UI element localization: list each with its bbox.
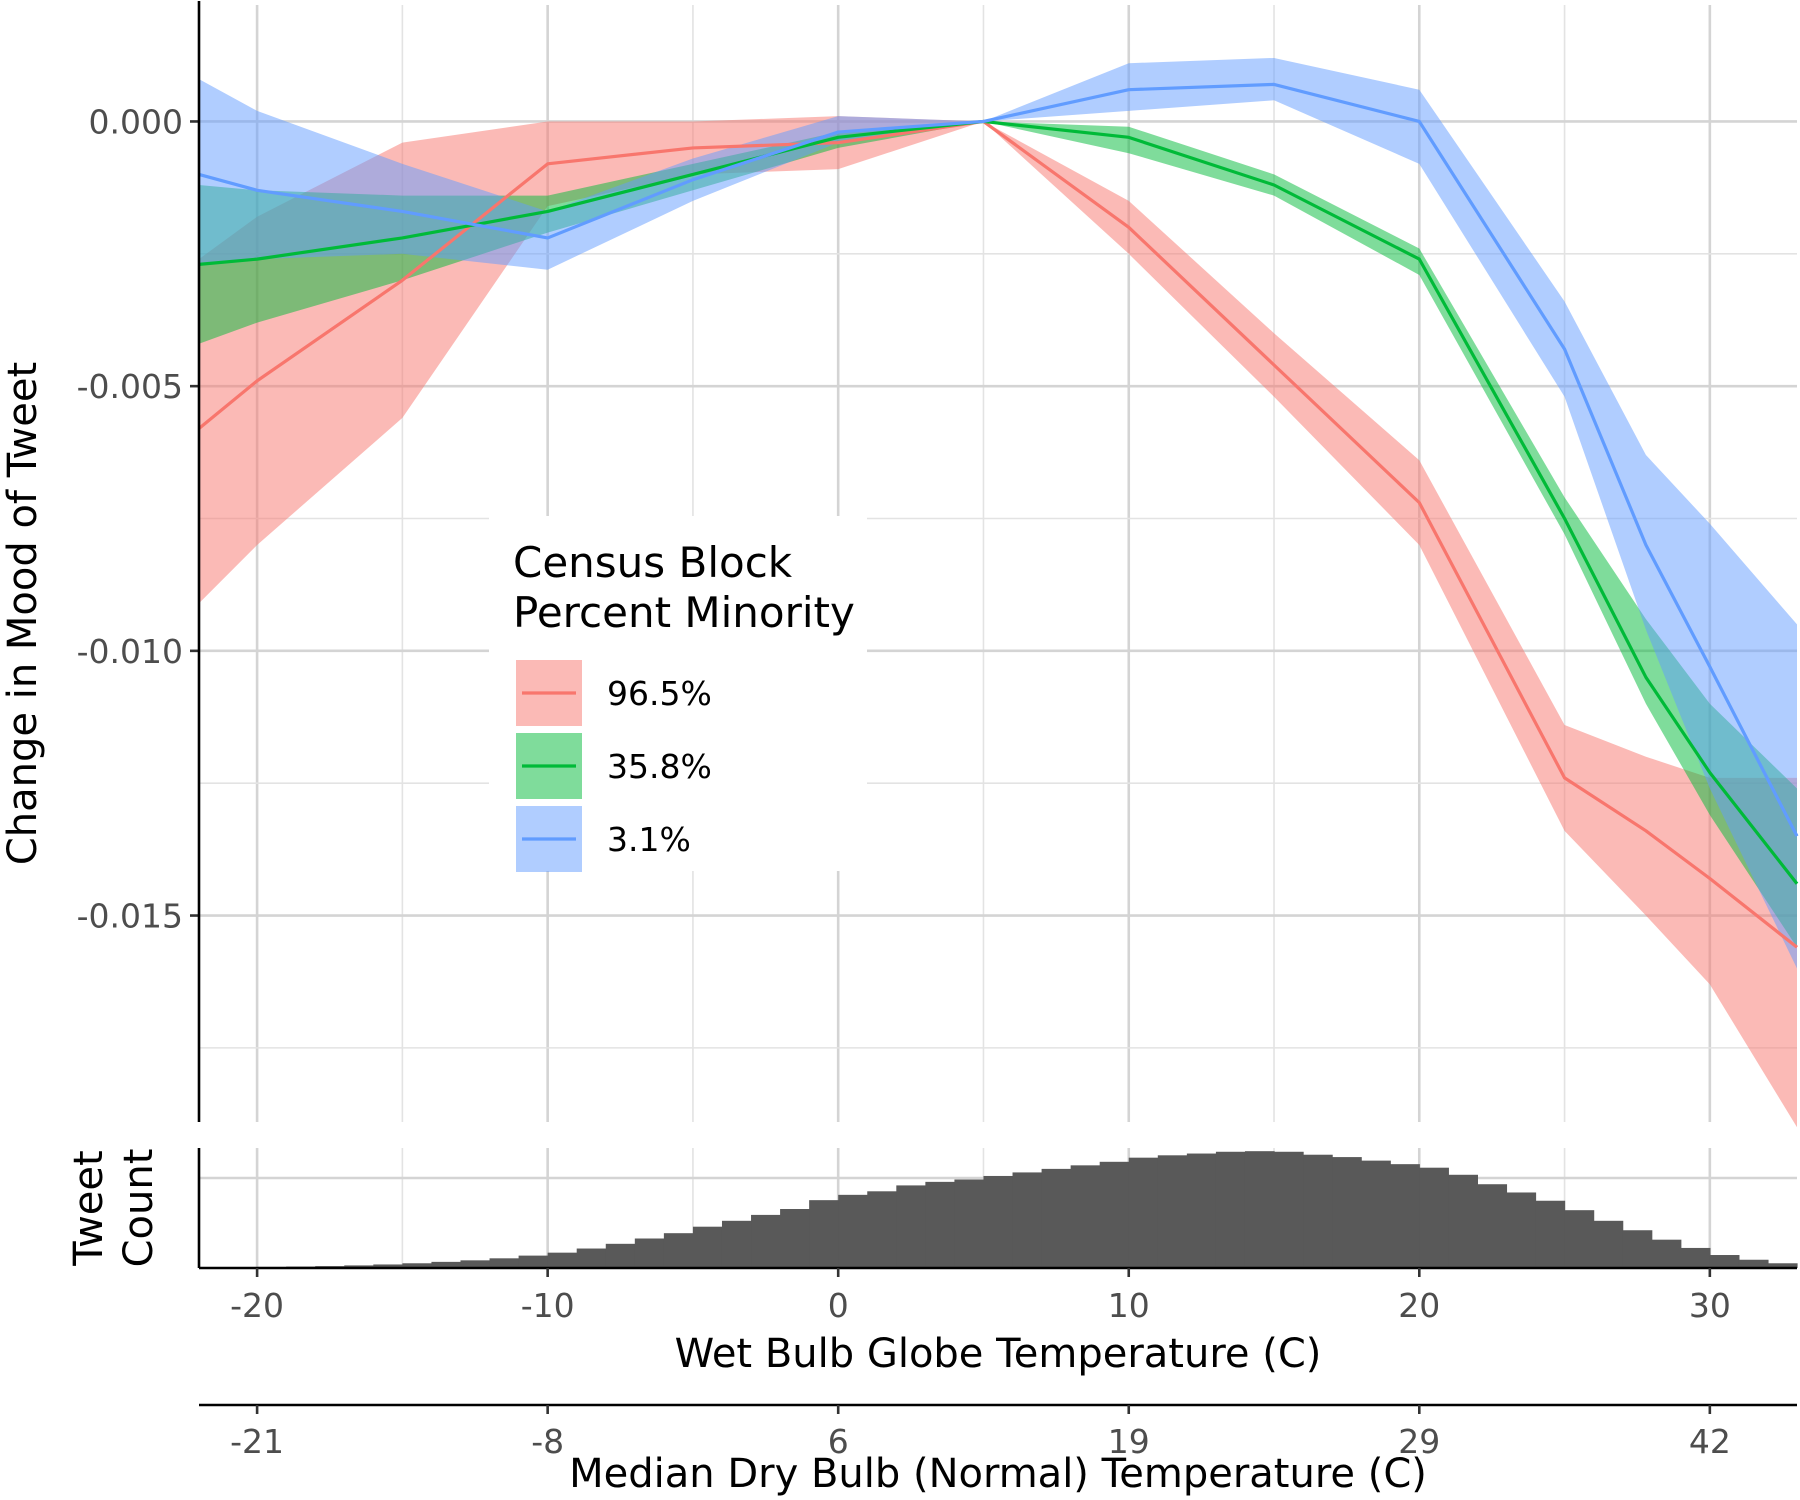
- histogram-bar: [1361, 1160, 1391, 1268]
- histogram-bar: [1274, 1151, 1304, 1268]
- histogram-y-title-line-2: Count: [116, 1149, 162, 1268]
- x-tick-label-4: 20: [1398, 1286, 1440, 1325]
- legend-label-2: 3.1%: [607, 820, 691, 859]
- histogram-bar: [954, 1179, 985, 1268]
- histogram-bar: [1303, 1154, 1333, 1268]
- series-line-2: [198, 82, 1799, 837]
- confidence-band-2: [199, 57, 1797, 969]
- histogram-bar: [518, 1255, 549, 1268]
- histogram-bars: [199, 1151, 1798, 1268]
- dry-bulb-tick-label-5: 42: [1689, 1422, 1731, 1461]
- dry-bulb-tick-label-2: 6: [828, 1422, 849, 1461]
- histogram-bar: [1244, 1151, 1275, 1268]
- x-tick-label-0: -20: [230, 1286, 284, 1325]
- histogram-bar: [1419, 1167, 1449, 1268]
- histogram-bar: [373, 1264, 403, 1268]
- histogram-bar: [1709, 1255, 1740, 1268]
- legend-title-line-2: Percent Minority: [513, 588, 855, 637]
- histogram-bar: [402, 1263, 433, 1268]
- y-tick-label-1: -0.005: [77, 367, 183, 406]
- histogram-bar: [547, 1252, 578, 1268]
- histogram-bar: [809, 1200, 839, 1268]
- histogram-bar: [896, 1185, 926, 1268]
- histogram-bar: [634, 1238, 665, 1268]
- y-axis-title: Change in Mood of Tweet: [0, 362, 46, 865]
- x-tick-label-1: -10: [521, 1286, 575, 1325]
- histogram-bar: [1332, 1157, 1362, 1268]
- histogram-bar: [1535, 1200, 1566, 1268]
- histogram-bar: [1680, 1247, 1711, 1268]
- histogram-bar: [1448, 1174, 1478, 1268]
- histogram-bar: [1651, 1239, 1682, 1268]
- histogram-bar: [1157, 1155, 1188, 1268]
- x-tick-label-5: 30: [1689, 1286, 1731, 1325]
- histogram-bar: [431, 1261, 462, 1268]
- dry-bulb-tick-label-0: -21: [230, 1422, 284, 1461]
- histogram-bar: [1070, 1165, 1101, 1268]
- legend-label-1: 35.8%: [607, 747, 712, 786]
- legend: Census Block Percent Minority 96.5% 35.8%…: [489, 516, 867, 872]
- legend-item-2: 3.1%: [516, 806, 691, 872]
- histogram-bar: [489, 1258, 520, 1268]
- dry-bulb-tick-label-4: 29: [1398, 1422, 1440, 1461]
- histogram-bar: [1390, 1164, 1420, 1268]
- secondary-axis: -21 -8 6 19 29 42 Median Dry Bulb (Normal) Te…: [199, 1403, 1797, 1497]
- histogram-bar: [692, 1226, 723, 1268]
- histogram-bar: [1186, 1153, 1217, 1268]
- histogram-bar: [983, 1175, 1014, 1268]
- histogram-bar: [460, 1260, 491, 1268]
- histogram-bar: [576, 1248, 607, 1268]
- histogram-bar: [1738, 1259, 1769, 1268]
- dry-bulb-tick-label-3: 19: [1108, 1422, 1150, 1461]
- histogram-bar: [780, 1209, 810, 1268]
- histogram-bar: [925, 1181, 956, 1268]
- series-line-0: [197, 119, 1798, 949]
- histogram-bar: [721, 1220, 752, 1268]
- histogram-bar: [1593, 1220, 1624, 1268]
- legend-title-line-1: Census Block: [513, 538, 793, 587]
- histogram-bar: [1128, 1157, 1159, 1268]
- dry-bulb-tick-label-1: -8: [531, 1422, 564, 1461]
- dry-bulb-axis-title: Median Dry Bulb (Normal) Temperature (C): [569, 1451, 1427, 1497]
- dry-bulb-axis-ticks: -21 -8 6 19 29 42: [230, 1405, 1731, 1461]
- series-lines: [197, 82, 1799, 949]
- legend-items: 96.5% 35.8% 3.1%: [516, 660, 712, 872]
- histogram-y-title-line-1: Tweet: [66, 1150, 112, 1266]
- histogram-bar: [663, 1233, 694, 1268]
- histogram-bar: [838, 1194, 868, 1268]
- wbgt-x-axis-title: Wet Bulb Globe Temperature (C): [675, 1331, 1322, 1377]
- histogram-bar: [1506, 1192, 1537, 1268]
- y-tick-label-0: 0.000: [89, 102, 183, 141]
- y-axis-ticks: 0.000 -0.005 -0.010 -0.015: [77, 102, 199, 936]
- series-line-1: [198, 119, 1799, 885]
- main-panel: 0.000 -0.005 -0.010 -0.015 Change in Mood o…: [0, 1, 1799, 1128]
- legend-label-0: 96.5%: [607, 674, 712, 713]
- histogram-bar: [1041, 1168, 1072, 1268]
- histogram-bar: [1767, 1263, 1798, 1268]
- histogram-bar: [1012, 1172, 1043, 1268]
- histogram-bar: [605, 1243, 636, 1268]
- histogram-bar: [867, 1191, 897, 1268]
- histogram-bar: [751, 1214, 781, 1268]
- y-tick-label-3: -0.015: [77, 897, 183, 936]
- y-tick-label-2: -0.010: [77, 632, 183, 671]
- x-tick-label-3: 10: [1108, 1286, 1150, 1325]
- histogram-panel: -20 -10 0 10 20 30 Tweet Count Wet Bulb Globe…: [66, 1148, 1798, 1377]
- histogram-bar: [1477, 1184, 1508, 1268]
- x-tick-label-2: 0: [828, 1286, 849, 1325]
- histogram-bar: [1564, 1210, 1595, 1268]
- histogram-bar: [1099, 1161, 1130, 1268]
- legend-item-1: 35.8%: [516, 733, 712, 799]
- legend-item-0: 96.5%: [516, 660, 712, 726]
- wbgt-x-axis-ticks: -20 -10 0 10 20 30: [230, 1268, 1731, 1325]
- histogram-bar: [1622, 1230, 1653, 1268]
- histogram-bar: [1215, 1151, 1246, 1268]
- main-gridlines: [199, 5, 1797, 1122]
